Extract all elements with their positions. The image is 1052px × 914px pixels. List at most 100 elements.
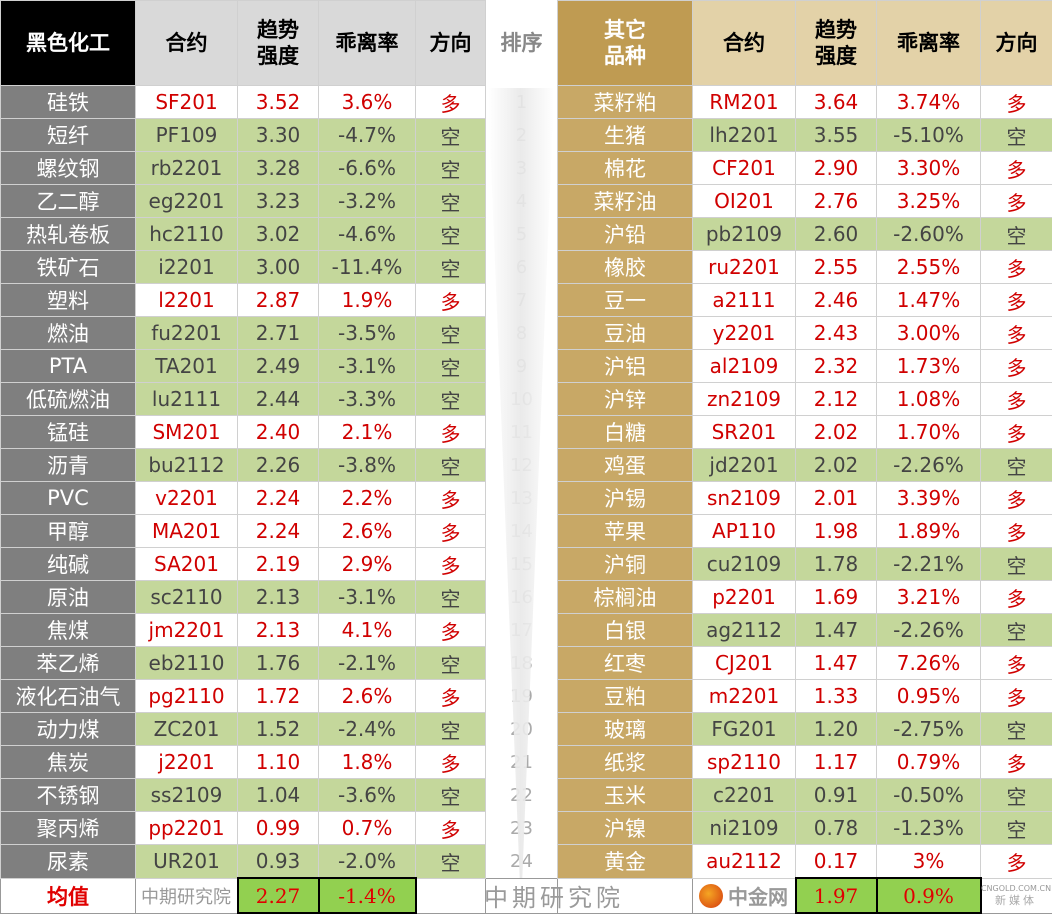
right-strength: 0.78 (796, 812, 877, 845)
right-average-strength: 1.97 (796, 878, 877, 913)
rank: 20 (486, 713, 558, 746)
right-contract: pb2109 (693, 218, 796, 251)
right-strength: 2.76 (796, 185, 877, 218)
left-variety: 热轧卷板 (1, 218, 136, 251)
left-deviation: -2.4% (319, 713, 416, 746)
right-variety: 菜籽油 (558, 185, 693, 218)
left-direction: 空 (416, 647, 486, 680)
right-strength: 2.12 (796, 383, 877, 416)
left-deviation: -3.2% (319, 185, 416, 218)
right-deviation: 3.30% (877, 152, 981, 185)
left-variety: 硅铁 (1, 86, 136, 119)
left-deviation: 3.6% (319, 86, 416, 119)
left-contract: UR201 (136, 845, 238, 879)
left-direction: 空 (416, 185, 486, 218)
left-deviation: -2.1% (319, 647, 416, 680)
right-variety: 玉米 (558, 779, 693, 812)
left-deviation: -3.5% (319, 317, 416, 350)
left-variety: 原油 (1, 581, 136, 614)
right-variety: 豆粕 (558, 680, 693, 713)
left-strength: 2.13 (238, 581, 319, 614)
right-direction: 多 (981, 416, 1052, 449)
left-deviation: -2.0% (319, 845, 416, 879)
right-contract: au2112 (693, 845, 796, 879)
right-variety: 菜籽粕 (558, 86, 693, 119)
right-deviation: -2.21% (877, 548, 981, 581)
rank: 1 (486, 86, 558, 119)
left-variety: 沥青 (1, 449, 136, 482)
right-deviation: -2.26% (877, 449, 981, 482)
right-direction: 空 (981, 218, 1052, 251)
left-direction: 空 (416, 845, 486, 879)
right-deviation: -1.23% (877, 812, 981, 845)
right-deviation: 0.95% (877, 680, 981, 713)
left-deviation: -11.4% (319, 251, 416, 284)
left-strength: 3.00 (238, 251, 319, 284)
left-strength: 2.19 (238, 548, 319, 581)
left-strength: 2.40 (238, 416, 319, 449)
left-average-strength: 2.27 (238, 878, 319, 913)
left-direction: 空 (416, 449, 486, 482)
right-contract: cu2109 (693, 548, 796, 581)
left-direction: 多 (416, 416, 486, 449)
right-direction: 多 (981, 680, 1052, 713)
right-direction: 多 (981, 647, 1052, 680)
right-contract: c2201 (693, 779, 796, 812)
left-strength: 3.23 (238, 185, 319, 218)
right-direction: 多 (981, 317, 1052, 350)
right-strength-header: 趋势强度 (796, 1, 877, 86)
right-strength: 2.01 (796, 482, 877, 515)
left-direction: 多 (416, 812, 486, 845)
right-strength: 1.17 (796, 746, 877, 779)
rank: 18 (486, 647, 558, 680)
right-direction: 多 (981, 350, 1052, 383)
right-strength: 2.90 (796, 152, 877, 185)
left-contract: pp2201 (136, 812, 238, 845)
left-variety: 甲醇 (1, 515, 136, 548)
right-variety: 沪铜 (558, 548, 693, 581)
left-contract: fu2201 (136, 317, 238, 350)
left-variety: 不锈钢 (1, 779, 136, 812)
right-deviation: 7.26% (877, 647, 981, 680)
right-strength: 0.17 (796, 845, 877, 879)
left-title: 黑色化工 (1, 1, 136, 86)
left-strength: 3.52 (238, 86, 319, 119)
left-strength: 3.28 (238, 152, 319, 185)
rank: 8 (486, 317, 558, 350)
right-variety: 黄金 (558, 845, 693, 879)
left-variety: 短纤 (1, 119, 136, 152)
left-contract: ss2109 (136, 779, 238, 812)
left-direction: 多 (416, 284, 486, 317)
right-direction: 多 (981, 152, 1052, 185)
left-contract: v2201 (136, 482, 238, 515)
right-strength: 1.78 (796, 548, 877, 581)
right-variety: 玻璃 (558, 713, 693, 746)
left-strength: 0.93 (238, 845, 319, 879)
left-strength: 2.24 (238, 515, 319, 548)
right-variety: 纸浆 (558, 746, 693, 779)
left-variety: 塑料 (1, 284, 136, 317)
right-contract: ag2112 (693, 614, 796, 647)
left-contract: SM201 (136, 416, 238, 449)
left-deviation: 1.9% (319, 284, 416, 317)
left-strength: 2.71 (238, 317, 319, 350)
right-contract: sn2109 (693, 482, 796, 515)
left-variety: 焦煤 (1, 614, 136, 647)
right-direction: 多 (981, 251, 1052, 284)
left-strength: 3.30 (238, 119, 319, 152)
right-deviation: 3.00% (877, 317, 981, 350)
right-deviation-header: 乖离率 (877, 1, 981, 86)
left-strength: 1.04 (238, 779, 319, 812)
right-variety: 红枣 (558, 647, 693, 680)
left-variety: 乙二醇 (1, 185, 136, 218)
